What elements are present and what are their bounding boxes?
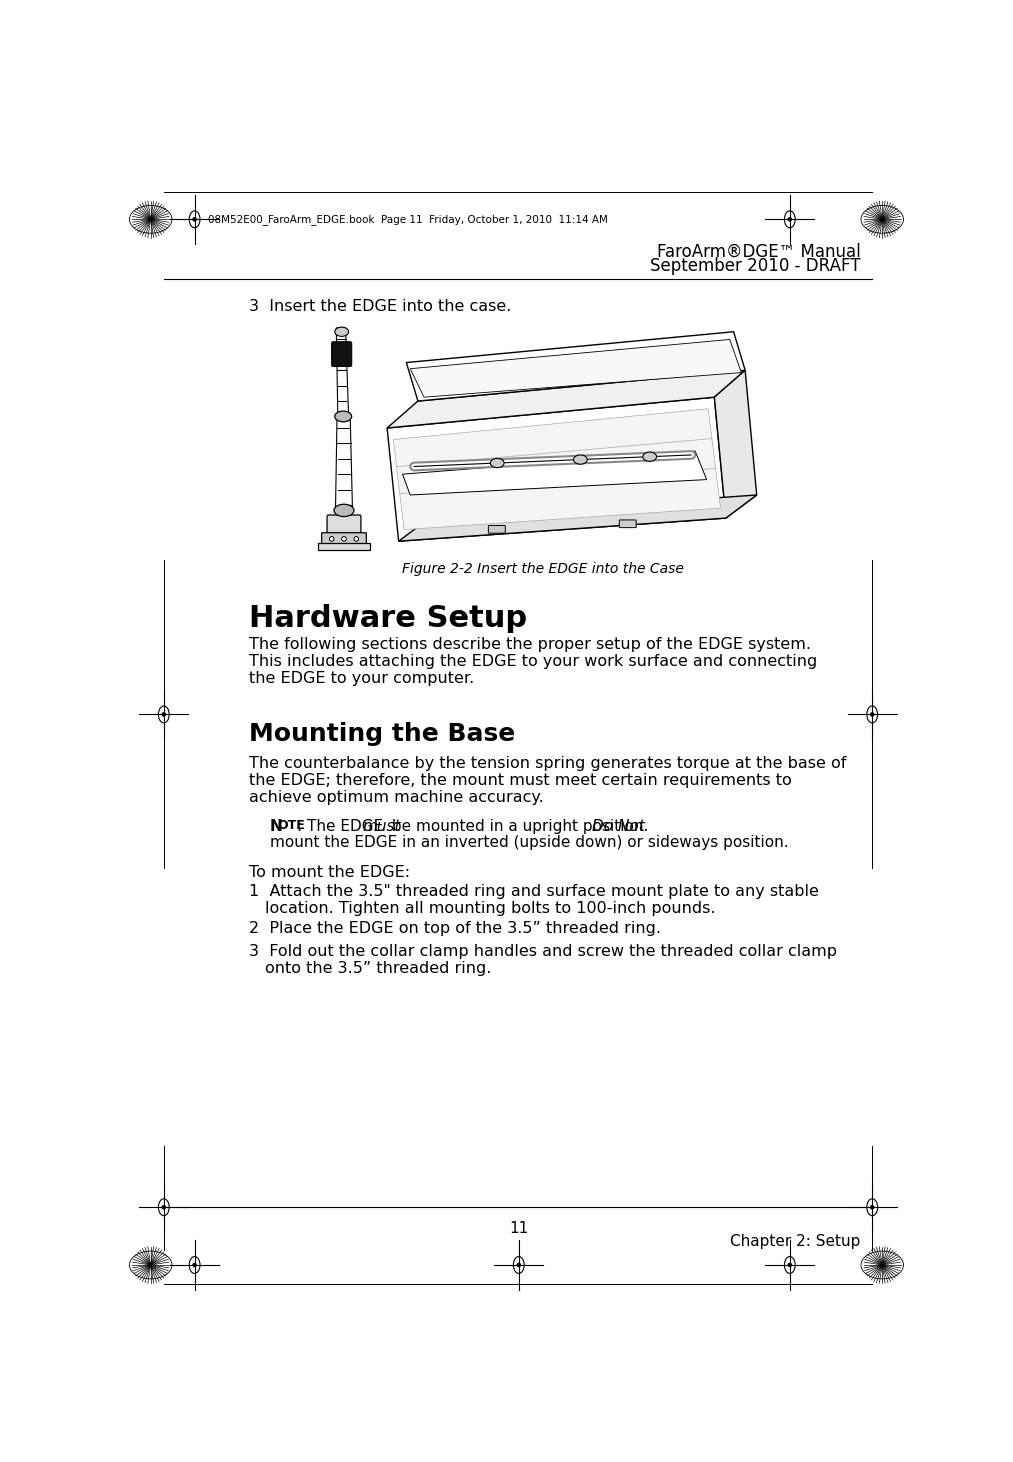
Text: Figure 2-2 Insert the EDGE into the Case: Figure 2-2 Insert the EDGE into the Case	[402, 561, 684, 576]
Text: FaroArm®DGE™ Manual: FaroArm®DGE™ Manual	[656, 243, 861, 262]
Ellipse shape	[334, 504, 354, 516]
Polygon shape	[387, 398, 726, 541]
Polygon shape	[714, 370, 757, 518]
Ellipse shape	[573, 455, 588, 465]
Text: 11: 11	[510, 1221, 529, 1235]
Ellipse shape	[490, 459, 504, 468]
FancyBboxPatch shape	[488, 525, 505, 534]
Circle shape	[517, 1263, 521, 1268]
Text: the EDGE; therefore, the mount must meet certain requirements to: the EDGE; therefore, the mount must meet…	[248, 773, 791, 788]
FancyBboxPatch shape	[619, 520, 636, 528]
Polygon shape	[335, 415, 353, 509]
Ellipse shape	[334, 327, 348, 336]
Circle shape	[870, 1205, 874, 1209]
FancyBboxPatch shape	[322, 532, 367, 545]
Text: 2  Place the EDGE on top of the 3.5” threaded ring.: 2 Place the EDGE on top of the 3.5” thre…	[248, 921, 660, 936]
Text: : The EDGE: : The EDGE	[297, 819, 388, 835]
Text: 08M52E00_FaroArm_EDGE.book  Page 11  Friday, October 1, 2010  11:14 AM: 08M52E00_FaroArm_EDGE.book Page 11 Frida…	[209, 213, 609, 225]
Text: Mounting the Base: Mounting the Base	[248, 722, 515, 746]
Text: onto the 3.5” threaded ring.: onto the 3.5” threaded ring.	[265, 961, 492, 975]
Polygon shape	[399, 496, 757, 541]
Polygon shape	[406, 332, 746, 401]
Polygon shape	[387, 370, 746, 428]
Circle shape	[354, 537, 359, 541]
Circle shape	[787, 216, 792, 222]
Text: The following sections describe the proper setup of the EDGE system.: The following sections describe the prop…	[248, 637, 810, 652]
Polygon shape	[402, 452, 707, 496]
Circle shape	[161, 712, 166, 716]
Text: mount the EDGE in an inverted (upside down) or sideways position.: mount the EDGE in an inverted (upside do…	[270, 835, 789, 851]
FancyBboxPatch shape	[318, 542, 370, 550]
Text: N: N	[270, 819, 283, 835]
Text: Do Not: Do Not	[592, 819, 644, 835]
Text: OTE: OTE	[278, 819, 306, 832]
Circle shape	[329, 537, 334, 541]
Text: To mount the EDGE:: To mount the EDGE:	[248, 866, 409, 880]
Polygon shape	[336, 327, 348, 417]
Circle shape	[161, 1205, 166, 1209]
Text: must: must	[363, 819, 401, 835]
Text: 3  Insert the EDGE into the case.: 3 Insert the EDGE into the case.	[248, 298, 511, 314]
Text: 3  Fold out the collar clamp handles and screw the threaded collar clamp: 3 Fold out the collar clamp handles and …	[248, 944, 837, 959]
Circle shape	[787, 1263, 792, 1268]
Text: Chapter 2: Setup: Chapter 2: Setup	[730, 1234, 861, 1249]
Text: Hardware Setup: Hardware Setup	[248, 604, 527, 633]
Text: The counterbalance by the tension spring generates torque at the base of: The counterbalance by the tension spring…	[248, 756, 846, 770]
Circle shape	[870, 712, 874, 716]
Ellipse shape	[334, 411, 352, 423]
Text: be mounted in a upright position.: be mounted in a upright position.	[387, 819, 653, 835]
Polygon shape	[410, 339, 742, 398]
Circle shape	[192, 216, 197, 222]
Circle shape	[341, 537, 346, 541]
Text: achieve optimum machine accuracy.: achieve optimum machine accuracy.	[248, 789, 543, 806]
FancyBboxPatch shape	[327, 515, 361, 538]
Text: location. Tighten all mounting bolts to 100-inch pounds.: location. Tighten all mounting bolts to …	[265, 901, 716, 915]
Polygon shape	[393, 409, 720, 529]
Text: This includes attaching the EDGE to your work surface and connecting: This includes attaching the EDGE to your…	[248, 655, 816, 670]
FancyBboxPatch shape	[331, 342, 352, 367]
Circle shape	[192, 1263, 197, 1268]
Ellipse shape	[642, 452, 656, 462]
Text: September 2010 - DRAFT: September 2010 - DRAFT	[650, 257, 861, 275]
Text: the EDGE to your computer.: the EDGE to your computer.	[248, 671, 474, 686]
Text: 1  Attach the 3.5" threaded ring and surface mount plate to any stable: 1 Attach the 3.5" threaded ring and surf…	[248, 885, 819, 899]
